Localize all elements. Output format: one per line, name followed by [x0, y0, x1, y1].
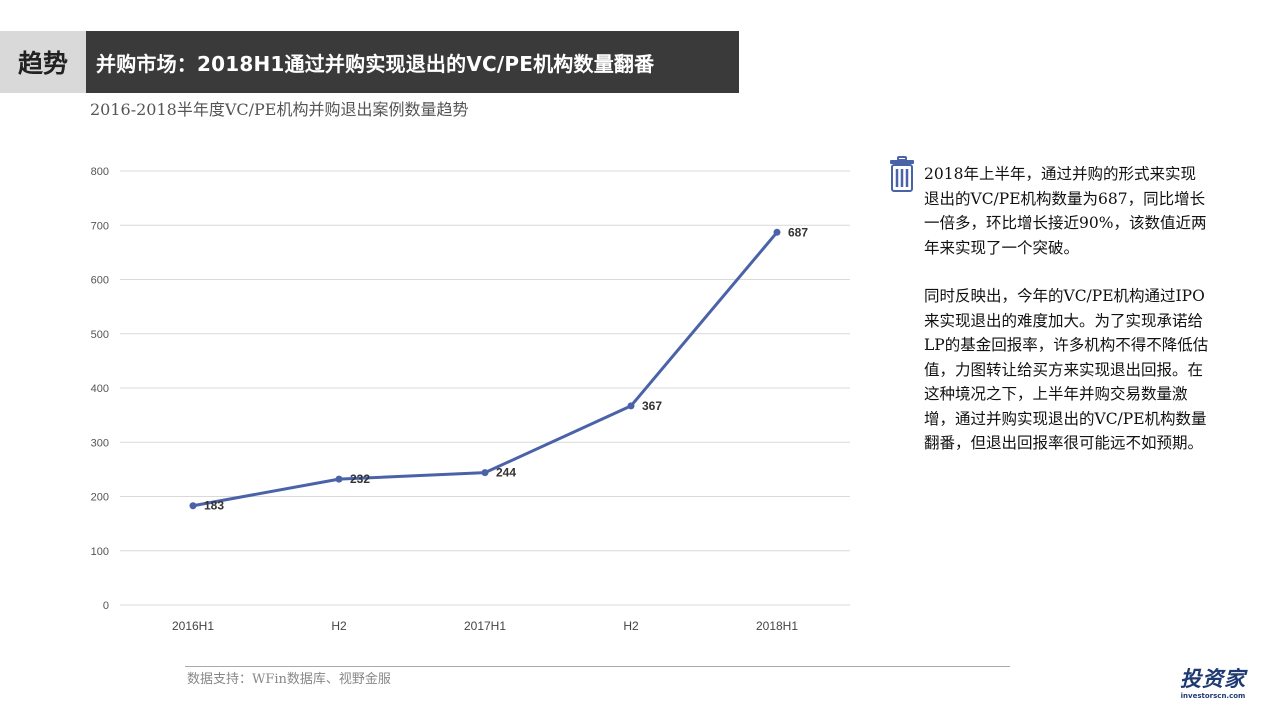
section-tag: 趋势	[0, 31, 86, 93]
y-tick-label: 300	[91, 437, 109, 449]
data-point	[481, 469, 489, 477]
data-point	[627, 402, 635, 410]
x-tick-label: 2017H1	[464, 619, 506, 633]
data-label: 367	[642, 399, 662, 413]
data-label: 183	[204, 499, 224, 513]
chart-title: 2016-2018半年度VC/PE机构并购退出案例数量趋势	[90, 100, 469, 119]
y-tick-label: 600	[91, 275, 109, 287]
x-tick-label: H2	[331, 619, 347, 633]
y-tick-label: 0	[103, 600, 109, 612]
data-point	[189, 502, 197, 510]
series	[189, 228, 781, 510]
footer-divider	[185, 666, 1010, 667]
y-tick-label: 100	[91, 546, 109, 558]
x-axis-ticks: 2016H1 H2 2017H1 H2 2018H1	[172, 619, 798, 633]
commentary: 2018年上半年，通过并购的形式来实现退出的VC/PE机构数量为687，同比增长…	[924, 162, 1209, 456]
data-label: 232	[350, 472, 370, 486]
x-tick-label: H2	[623, 619, 639, 633]
series-line	[192, 231, 779, 508]
y-tick-label: 200	[91, 492, 109, 504]
data-label: 244	[496, 466, 516, 480]
data-labels: 183 232 244 367 687	[204, 225, 808, 512]
trash-can-icon	[890, 156, 914, 192]
x-tick-label: 2018H1	[756, 619, 798, 633]
commentary-paragraph-2: 同时反映出，今年的VC/PE机构通过IPO来实现退出的难度加大。为了实现承诺给L…	[924, 287, 1209, 452]
y-tick-label: 400	[91, 383, 109, 395]
y-tick-label: 800	[91, 166, 109, 178]
data-label: 687	[788, 225, 808, 239]
line-chart: 0 100 200 300 400 500 600 700 800 2016H1 H2 2017H1…	[91, 166, 850, 633]
data-source: 数据支持：WFin数据库、视野金服	[187, 672, 391, 687]
data-point	[773, 228, 781, 236]
logo-domain: investorscn.com	[1180, 692, 1246, 700]
y-tick-label: 500	[91, 329, 109, 341]
commentary-paragraph-1: 2018年上半年，通过并购的形式来实现退出的VC/PE机构数量为687，同比增长…	[924, 165, 1207, 257]
logo-wordmark: 投资家	[1180, 667, 1246, 691]
data-point	[335, 475, 343, 483]
x-tick-label: 2016H1	[172, 619, 214, 633]
grid-lines	[120, 170, 850, 606]
y-tick-label: 700	[91, 220, 109, 232]
y-axis-ticks: 0 100 200 300 400 500 600 700 800	[91, 166, 109, 612]
page-title: 并购市场：2018H1通过并购实现退出的VC/PE机构数量翻番	[86, 31, 739, 93]
brand-logo: 投资家 investorscn.com	[1172, 666, 1254, 708]
